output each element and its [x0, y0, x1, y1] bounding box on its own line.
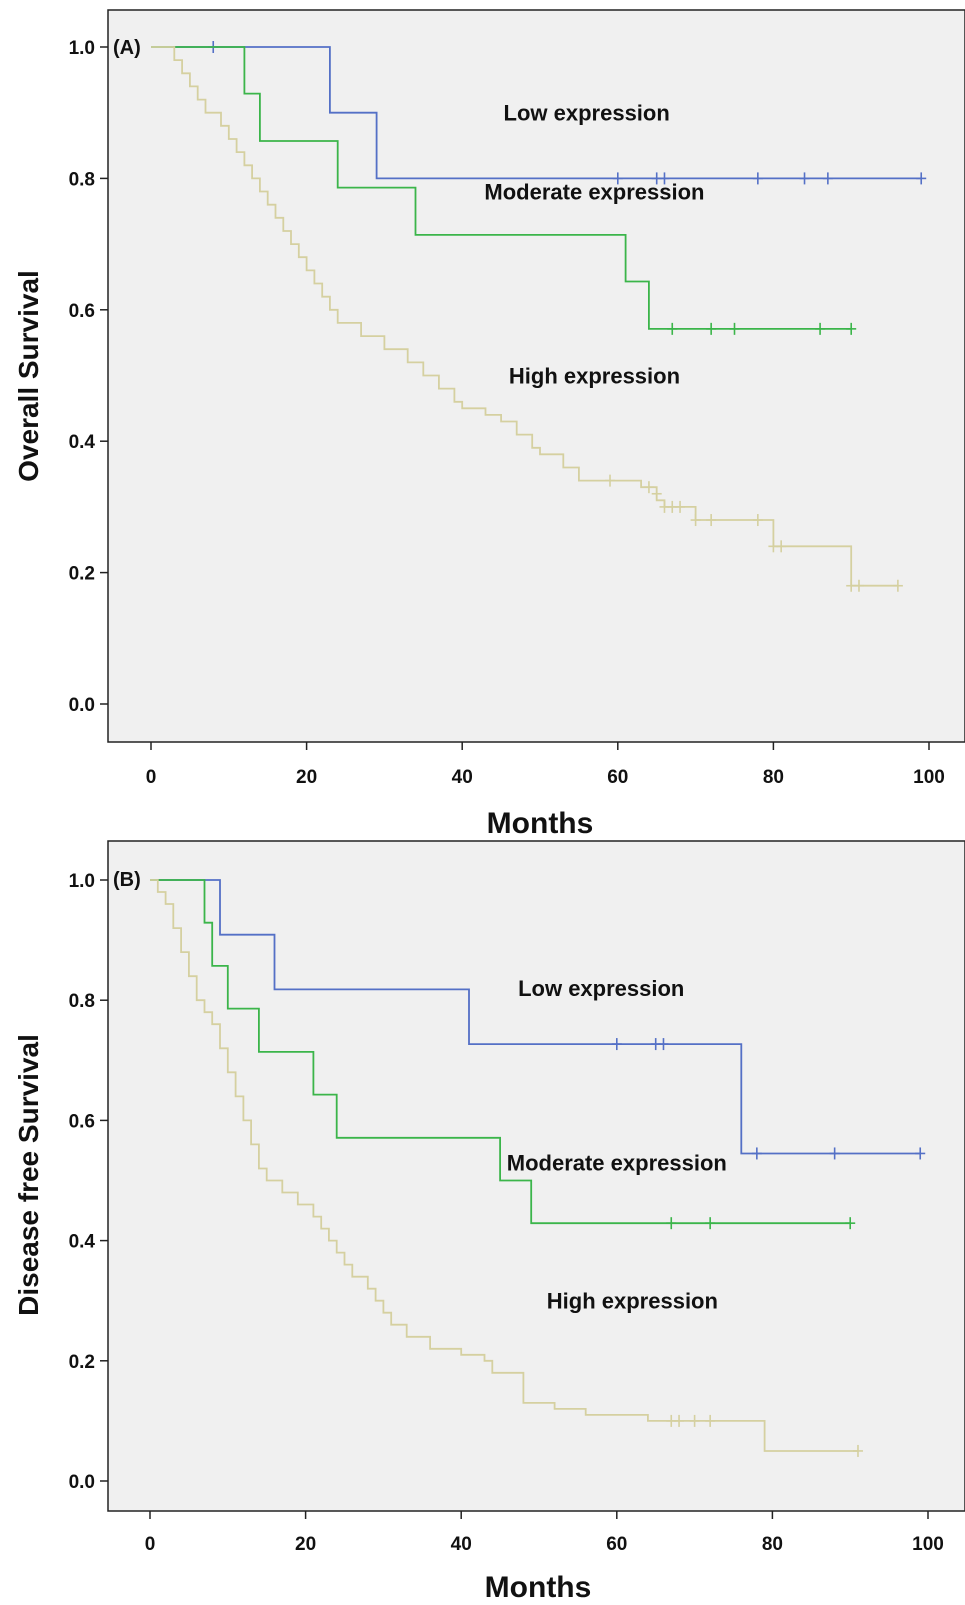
series-annotation: Low expression: [518, 976, 684, 1001]
panel-label: (B): [113, 869, 141, 891]
y-axis-title: Disease free Survival: [13, 1034, 44, 1316]
x-tick-label: 100: [913, 767, 945, 788]
moderate-expression-curve: [151, 46, 852, 330]
y-tick-label: 0.2: [69, 1352, 95, 1373]
x-tick-label: 60: [607, 767, 628, 788]
series-annotation: High expression: [509, 364, 680, 389]
y-tick-label: 1.0: [69, 871, 95, 892]
series-annotation: Moderate expression: [484, 180, 704, 205]
series-annotation: Moderate expression: [507, 1150, 727, 1175]
x-tick-label: 40: [452, 767, 473, 788]
y-tick-label: 0.8: [69, 169, 95, 190]
x-tick-label: 40: [451, 1534, 472, 1555]
panel-b: 0 20 40 60 80 100 0.0 0.2 0.4 0.6 0.8 1.0 Low expre…: [13, 840, 965, 1604]
series-layer: [150, 879, 926, 1457]
moderate-expression-curve: [150, 879, 851, 1225]
low-expression-curve: [151, 46, 922, 180]
panel-label: (A): [113, 37, 141, 59]
y-tick-label: 0.6: [69, 1111, 95, 1132]
y-tick-label: 0.4: [69, 1232, 96, 1253]
x-tick-label: 20: [295, 1534, 316, 1555]
y-tick-label: 1.0: [69, 38, 95, 59]
y-tick-label: 0.6: [69, 301, 95, 322]
y-axis-title: Overall Survival: [13, 270, 44, 482]
x-tick-label: 0: [145, 1534, 156, 1555]
axis-ticks: 0 20 40 60 80 100 0.0 0.2 0.4 0.6 0.8 1.0: [69, 871, 944, 1555]
panel-a: 0 20 40 60 80 100 0.0 0.2 0.4 0.6 0.8 1.0 Low expre…: [13, 9, 965, 840]
annotation-layer: Low expression Moderate expression High ex…: [484, 101, 704, 389]
x-tick-label: 80: [762, 1534, 783, 1555]
x-tick-label: 0: [146, 767, 157, 788]
y-tick-label: 0.0: [69, 1472, 95, 1493]
x-tick-label: 60: [606, 1534, 627, 1555]
annotation-layer: Low expression Moderate expression High ex…: [507, 976, 727, 1314]
x-tick-label: 100: [912, 1534, 944, 1555]
high-expression-curve: [151, 46, 898, 587]
x-axis-title: Months: [485, 1571, 592, 1604]
x-tick-label: 80: [763, 767, 784, 788]
plot-area: [107, 9, 965, 743]
axis-ticks: 0 20 40 60 80 100 0.0 0.2 0.4 0.6 0.8 1.0: [69, 38, 945, 788]
y-tick-label: 0.2: [69, 564, 95, 585]
y-tick-label: 0.8: [69, 991, 95, 1012]
high-expression-curve: [150, 879, 858, 1452]
series-annotation: Low expression: [504, 101, 670, 126]
x-tick-label: 20: [296, 767, 317, 788]
y-tick-label: 0.4: [69, 432, 96, 453]
series-annotation: High expression: [547, 1289, 718, 1314]
series-layer: [151, 41, 927, 592]
y-tick-label: 0.0: [69, 695, 95, 716]
plot-area: [107, 840, 965, 1512]
low-expression-curve: [150, 879, 921, 1155]
x-axis-title: Months: [487, 807, 594, 840]
